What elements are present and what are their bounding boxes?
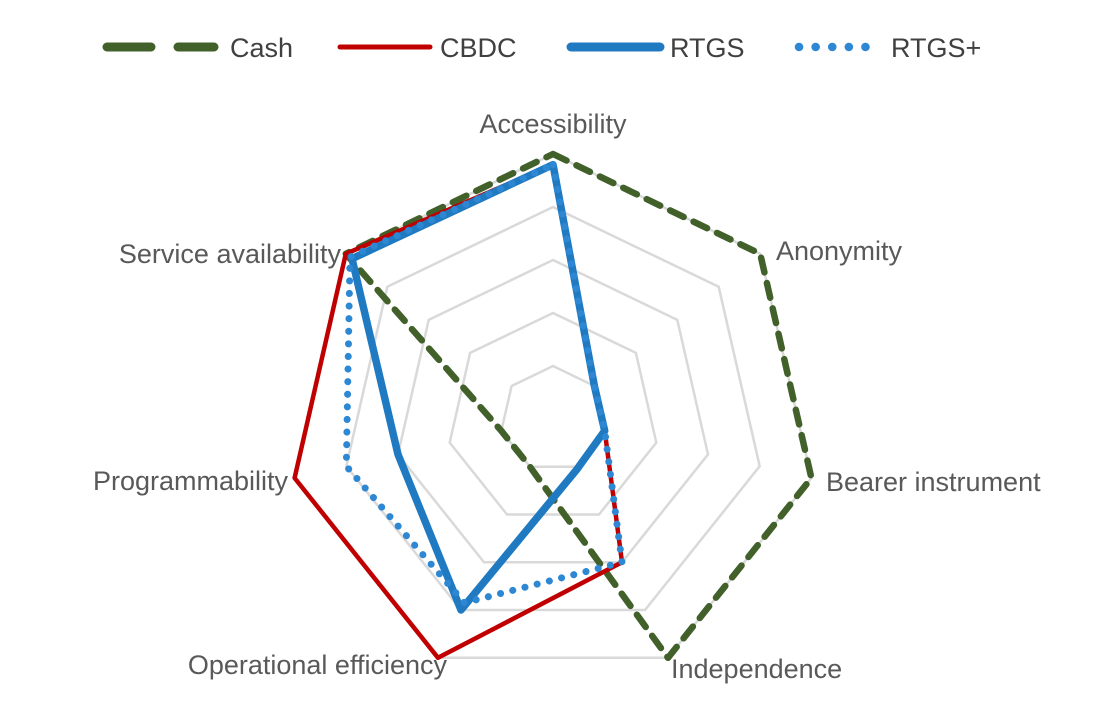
grid-ring-4 bbox=[344, 205, 762, 612]
axis-label-bearer-instrument: Bearer instrument bbox=[826, 467, 1041, 497]
axis-label-service-availability: Service availability bbox=[119, 239, 342, 269]
legend-item-cash: Cash bbox=[102, 33, 293, 63]
axis-label-operational-efficiency: Operational efficiency bbox=[188, 650, 448, 680]
grid-ring-3 bbox=[396, 258, 710, 564]
series-polygon-cash bbox=[342, 150, 815, 662]
grid-rings bbox=[293, 152, 813, 660]
legend-label-rtgs: RTGS bbox=[670, 33, 745, 63]
legend-item-rtgsplus: RTGS+ bbox=[794, 33, 981, 63]
legend-label-rtgsplus: RTGS+ bbox=[891, 33, 981, 63]
legend-label-cbdc: CBDC bbox=[440, 33, 517, 63]
legend-item-cbdc: CBDC bbox=[337, 33, 517, 63]
axis-label-independence: Independence bbox=[671, 654, 842, 684]
series-polygon-rtgsplus bbox=[342, 161, 626, 607]
legend-label-cash: Cash bbox=[230, 33, 293, 63]
grid-ring-5 bbox=[293, 152, 813, 660]
legend: Cash CBDC RTGS RTGS+ bbox=[102, 33, 981, 63]
axis-label-programmability: Programmability bbox=[93, 466, 289, 496]
series-polygon-cbdc bbox=[292, 162, 625, 661]
grid-ring-2 bbox=[448, 311, 658, 516]
axis-label-accessibility: Accessibility bbox=[479, 109, 627, 139]
legend-item-rtgs: RTGS bbox=[566, 33, 745, 63]
axis-label-anonymity: Anonymity bbox=[776, 236, 903, 266]
axis-labels: Accessibility Anonymity Bearer instrument I… bbox=[93, 109, 1041, 684]
series-polygon-rtgs bbox=[348, 160, 609, 614]
